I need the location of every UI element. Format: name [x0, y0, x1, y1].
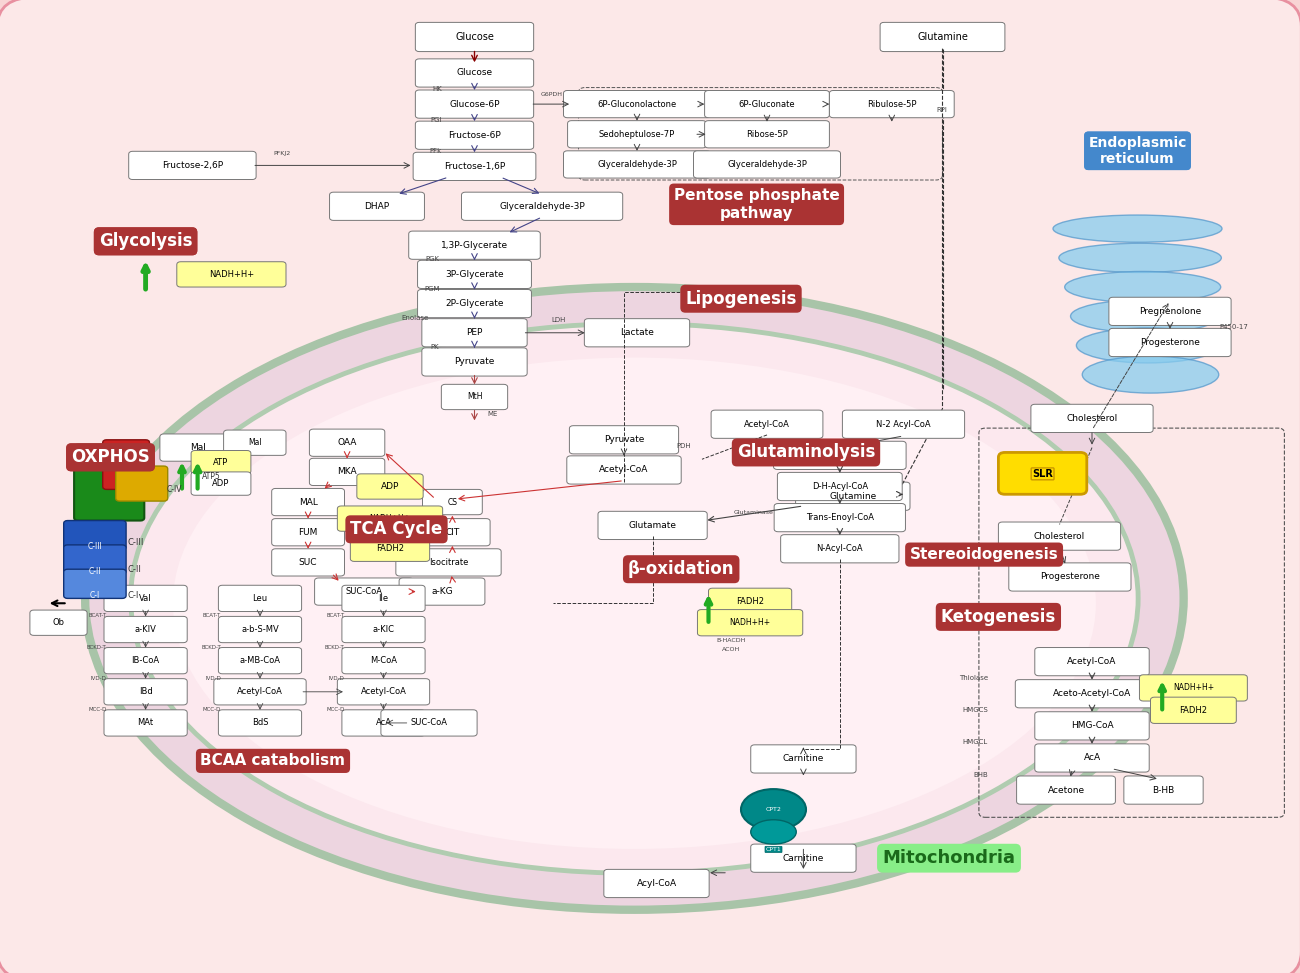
- FancyBboxPatch shape: [177, 262, 286, 287]
- Text: HK: HK: [432, 86, 442, 91]
- FancyBboxPatch shape: [103, 440, 150, 489]
- FancyBboxPatch shape: [160, 434, 235, 461]
- Text: HMGCL: HMGCL: [963, 739, 988, 745]
- Text: IVD-D: IVD-D: [205, 675, 221, 681]
- FancyBboxPatch shape: [421, 347, 528, 376]
- FancyBboxPatch shape: [422, 489, 482, 515]
- FancyBboxPatch shape: [462, 192, 623, 220]
- FancyBboxPatch shape: [775, 504, 905, 531]
- Text: HMG-CoA: HMG-CoA: [1071, 721, 1113, 731]
- Ellipse shape: [1076, 328, 1219, 363]
- Text: Glyceraldehyde-3P: Glyceraldehyde-3P: [597, 160, 677, 169]
- FancyBboxPatch shape: [416, 90, 534, 118]
- Text: MAL: MAL: [299, 497, 317, 507]
- Text: B-HACDH: B-HACDH: [716, 638, 745, 643]
- Text: AcA: AcA: [1083, 753, 1101, 763]
- Text: MCC-D: MCC-D: [326, 706, 344, 712]
- FancyBboxPatch shape: [441, 384, 507, 410]
- FancyBboxPatch shape: [309, 429, 385, 456]
- Text: OXPHOS: OXPHOS: [72, 449, 150, 466]
- FancyBboxPatch shape: [104, 679, 187, 704]
- FancyBboxPatch shape: [1031, 404, 1153, 432]
- Text: Mal: Mal: [248, 438, 261, 448]
- Text: PFk: PFk: [430, 148, 442, 154]
- Text: PGK: PGK: [425, 256, 439, 262]
- FancyBboxPatch shape: [129, 151, 256, 179]
- Text: IVD-D: IVD-D: [329, 675, 344, 681]
- Text: CIT: CIT: [446, 527, 459, 537]
- Text: Carnitine: Carnitine: [783, 754, 824, 764]
- FancyBboxPatch shape: [998, 452, 1087, 494]
- Text: CS: CS: [447, 497, 458, 507]
- Text: FADH2: FADH2: [376, 544, 404, 554]
- Text: Ile: Ile: [378, 594, 389, 603]
- Text: Proline: Proline: [1027, 554, 1050, 559]
- Ellipse shape: [741, 789, 806, 830]
- Text: Glutamine: Glutamine: [916, 32, 968, 42]
- Text: MAt: MAt: [138, 718, 153, 728]
- FancyBboxPatch shape: [705, 90, 829, 118]
- Text: ATP5: ATP5: [202, 472, 220, 482]
- Text: Glutaminolysis: Glutaminolysis: [737, 444, 875, 461]
- Text: AcA: AcA: [376, 718, 391, 728]
- Text: Glyceraldehyde-3P: Glyceraldehyde-3P: [499, 201, 585, 211]
- Text: IB-CoA: IB-CoA: [131, 656, 160, 666]
- FancyBboxPatch shape: [272, 488, 344, 516]
- Ellipse shape: [1082, 356, 1219, 393]
- FancyBboxPatch shape: [342, 648, 425, 673]
- Ellipse shape: [1071, 300, 1219, 333]
- Text: LDH: LDH: [551, 317, 567, 323]
- Text: a-KIV: a-KIV: [135, 625, 156, 634]
- Text: Glutamine: Glutamine: [829, 491, 876, 501]
- Text: N-Acyl-CoA: N-Acyl-CoA: [816, 544, 863, 554]
- Text: 6P-Gluconolactone: 6P-Gluconolactone: [598, 99, 676, 109]
- FancyBboxPatch shape: [1035, 648, 1149, 675]
- FancyBboxPatch shape: [104, 648, 187, 673]
- FancyBboxPatch shape: [416, 58, 534, 87]
- FancyBboxPatch shape: [64, 545, 126, 574]
- FancyBboxPatch shape: [1017, 776, 1115, 804]
- FancyBboxPatch shape: [415, 519, 490, 546]
- FancyBboxPatch shape: [338, 506, 442, 531]
- Text: ADP: ADP: [212, 479, 230, 488]
- Text: Acyl-CoA: Acyl-CoA: [637, 879, 676, 888]
- Ellipse shape: [751, 819, 796, 845]
- Text: N-2 Acyl-CoA: N-2 Acyl-CoA: [876, 419, 931, 429]
- FancyBboxPatch shape: [104, 617, 187, 643]
- Text: C-IV: C-IV: [166, 485, 182, 494]
- Text: NADH+H+: NADH+H+: [209, 270, 254, 279]
- Text: BHB: BHB: [974, 772, 988, 777]
- Text: OXPHOS: OXPHOS: [72, 449, 150, 466]
- Text: a-KIC: a-KIC: [373, 625, 394, 634]
- Text: Endoplasmic
reticulum: Endoplasmic reticulum: [1088, 135, 1187, 166]
- FancyBboxPatch shape: [218, 585, 302, 612]
- FancyBboxPatch shape: [213, 679, 307, 704]
- Text: Enolase: Enolase: [402, 315, 429, 321]
- FancyBboxPatch shape: [829, 90, 954, 118]
- Text: Trans-Enoyl-CoA: Trans-Enoyl-CoA: [806, 513, 874, 523]
- FancyBboxPatch shape: [1139, 675, 1248, 701]
- FancyBboxPatch shape: [272, 549, 344, 576]
- Text: Glucose: Glucose: [456, 68, 493, 78]
- Text: Acetyl-CoA: Acetyl-CoA: [599, 465, 649, 475]
- Text: ACOH: ACOH: [722, 647, 740, 652]
- FancyBboxPatch shape: [342, 585, 425, 612]
- FancyBboxPatch shape: [74, 445, 144, 521]
- Text: Ob: Ob: [52, 618, 65, 628]
- Text: ATP: ATP: [213, 457, 229, 467]
- Text: Cholesterol: Cholesterol: [1034, 531, 1086, 541]
- Text: Lactate: Lactate: [620, 328, 654, 338]
- FancyBboxPatch shape: [417, 260, 532, 288]
- Ellipse shape: [1065, 271, 1221, 303]
- Text: Fructose-6P: Fructose-6P: [448, 130, 500, 140]
- Text: PDH: PDH: [676, 443, 690, 449]
- Text: FADH2: FADH2: [1179, 705, 1208, 715]
- Text: Ketogenesis: Ketogenesis: [941, 608, 1056, 626]
- FancyBboxPatch shape: [774, 441, 906, 469]
- FancyBboxPatch shape: [64, 569, 126, 598]
- Text: IBd: IBd: [139, 687, 152, 697]
- Ellipse shape: [84, 287, 1184, 910]
- Text: G6PDH: G6PDH: [541, 92, 563, 97]
- Text: Mitochondria: Mitochondria: [883, 849, 1015, 867]
